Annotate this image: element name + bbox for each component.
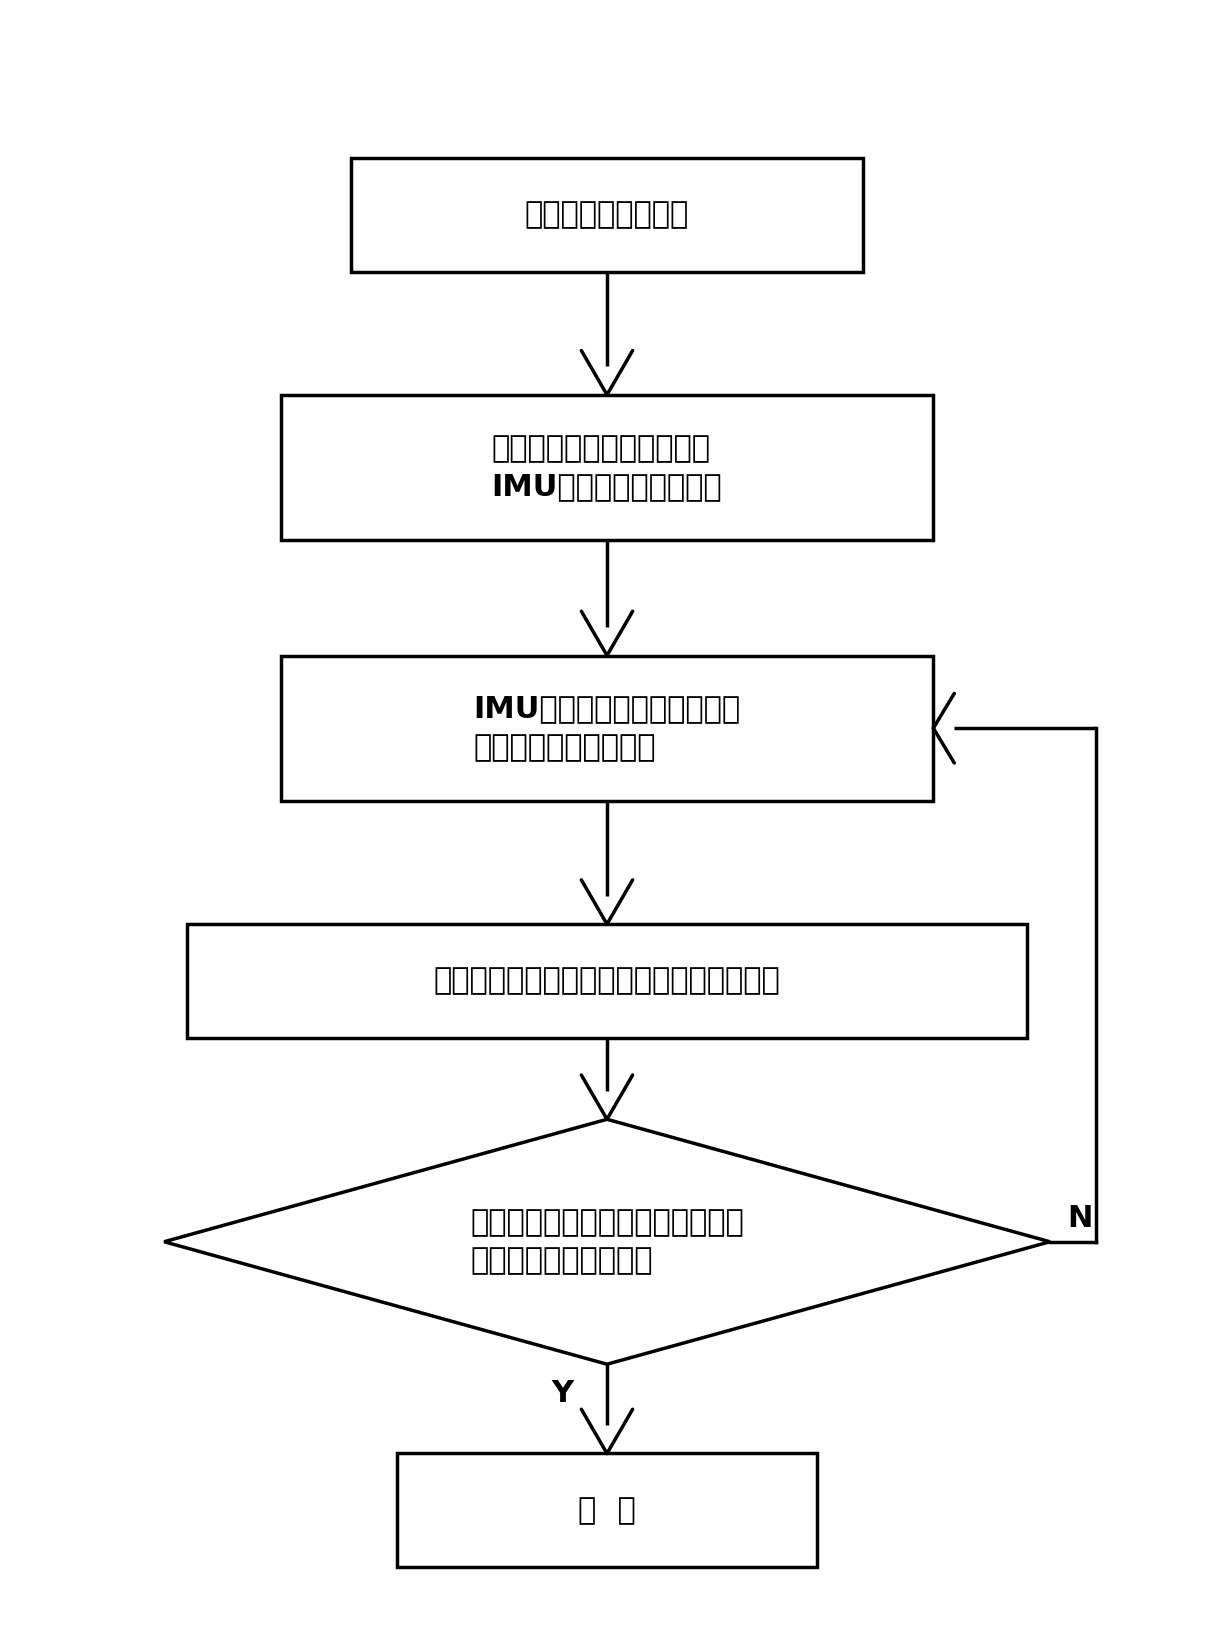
Text: Y: Y bbox=[551, 1379, 574, 1407]
Bar bbox=[397, 1453, 817, 1567]
Bar bbox=[280, 395, 934, 540]
Bar bbox=[187, 923, 1027, 1039]
Polygon shape bbox=[164, 1119, 1050, 1365]
Text: IMU传感器和单目摄像机分别
将信号传递至控制装置: IMU传感器和单目摄像机分别 将信号传递至控制装置 bbox=[473, 695, 741, 762]
Text: 控制装置计算出焊枪和焊点之间的相对距离: 控制装置计算出焊枪和焊点之间的相对距离 bbox=[433, 966, 781, 996]
Bar bbox=[351, 158, 863, 272]
Text: N: N bbox=[1067, 1203, 1093, 1233]
Text: 把机械臂移至焊点处: 把机械臂移至焊点处 bbox=[524, 201, 690, 229]
Text: 通过控制装置驱动机械臂、
IMU传感器和单目摄像机: 通过控制装置驱动机械臂、 IMU传感器和单目摄像机 bbox=[492, 435, 722, 500]
Bar bbox=[280, 655, 934, 802]
Text: 焊  接: 焊 接 bbox=[578, 1496, 636, 1524]
Text: 控制装置判断焊枪和焊点之间的相
对距离是否小于设定值: 控制装置判断焊枪和焊点之间的相 对距离是否小于设定值 bbox=[470, 1208, 744, 1276]
